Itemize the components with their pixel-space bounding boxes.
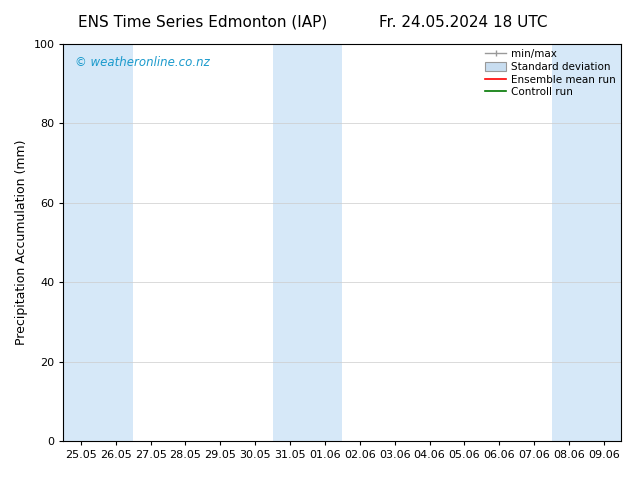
Text: Fr. 24.05.2024 18 UTC: Fr. 24.05.2024 18 UTC [378,15,547,30]
Legend: min/max, Standard deviation, Ensemble mean run, Controll run: min/max, Standard deviation, Ensemble me… [483,47,618,99]
Bar [63,44,133,441]
Bar [552,44,621,441]
Text: ENS Time Series Edmonton (IAP): ENS Time Series Edmonton (IAP) [78,15,328,30]
Text: © weatheronline.co.nz: © weatheronline.co.nz [75,56,209,69]
Bar [273,44,342,441]
Y-axis label: Precipitation Accumulation (mm): Precipitation Accumulation (mm) [15,140,28,345]
